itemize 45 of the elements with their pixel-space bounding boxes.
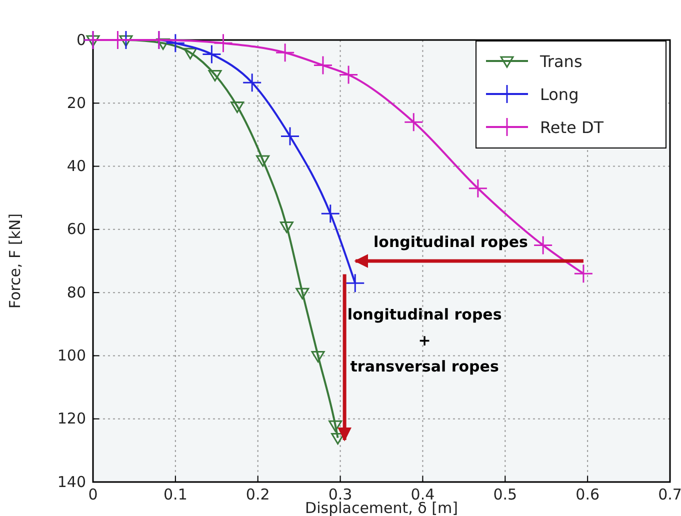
x-tick-label: 0.2: [246, 485, 270, 504]
point: [320, 204, 340, 224]
y-tick-label: 20: [66, 94, 86, 112]
point: [208, 70, 222, 82]
point: [202, 44, 222, 64]
y-tick-label: 100: [57, 346, 86, 365]
point: [86, 35, 100, 47]
point: [213, 33, 233, 53]
point: [404, 112, 424, 132]
x-tick-label: 0.5: [493, 485, 518, 504]
y-axis-title: Force, F [kN]: [6, 213, 24, 309]
y-tick-label: 140: [57, 472, 86, 491]
point: [166, 33, 186, 53]
point: [311, 350, 325, 362]
point: [574, 264, 594, 284]
y-tick-label: 40: [66, 157, 86, 176]
point: [280, 126, 300, 146]
point: [468, 178, 488, 198]
point: [533, 235, 553, 255]
annotation: longitudinal ropes: [374, 233, 528, 251]
y-tick-label: 120: [57, 410, 86, 428]
y-tick-label: 80: [66, 283, 86, 302]
point: [345, 273, 365, 293]
point: [184, 48, 198, 60]
legend-label: Trans: [539, 52, 582, 71]
legend-label: Rete DT: [540, 118, 604, 137]
point: [119, 35, 133, 47]
x-tick-label: 0.7: [658, 485, 681, 504]
x-tick-label: 0.6: [576, 485, 600, 504]
point: [296, 288, 310, 300]
y-tick-label: 60: [66, 220, 86, 238]
point: [275, 42, 295, 62]
point: [242, 72, 262, 92]
point: [230, 102, 244, 114]
x-tick-label: 0: [88, 485, 98, 504]
point: [280, 222, 294, 234]
point: [313, 56, 333, 76]
point: [338, 64, 358, 84]
y-tick-label: 0: [76, 30, 86, 49]
point: [156, 38, 170, 50]
x-tick-label: 0.1: [164, 485, 188, 504]
annotation: longitudinal ropes + transversal ropes: [347, 305, 502, 376]
legend-label: Long: [540, 85, 579, 104]
point: [256, 155, 270, 167]
point: [328, 420, 342, 432]
